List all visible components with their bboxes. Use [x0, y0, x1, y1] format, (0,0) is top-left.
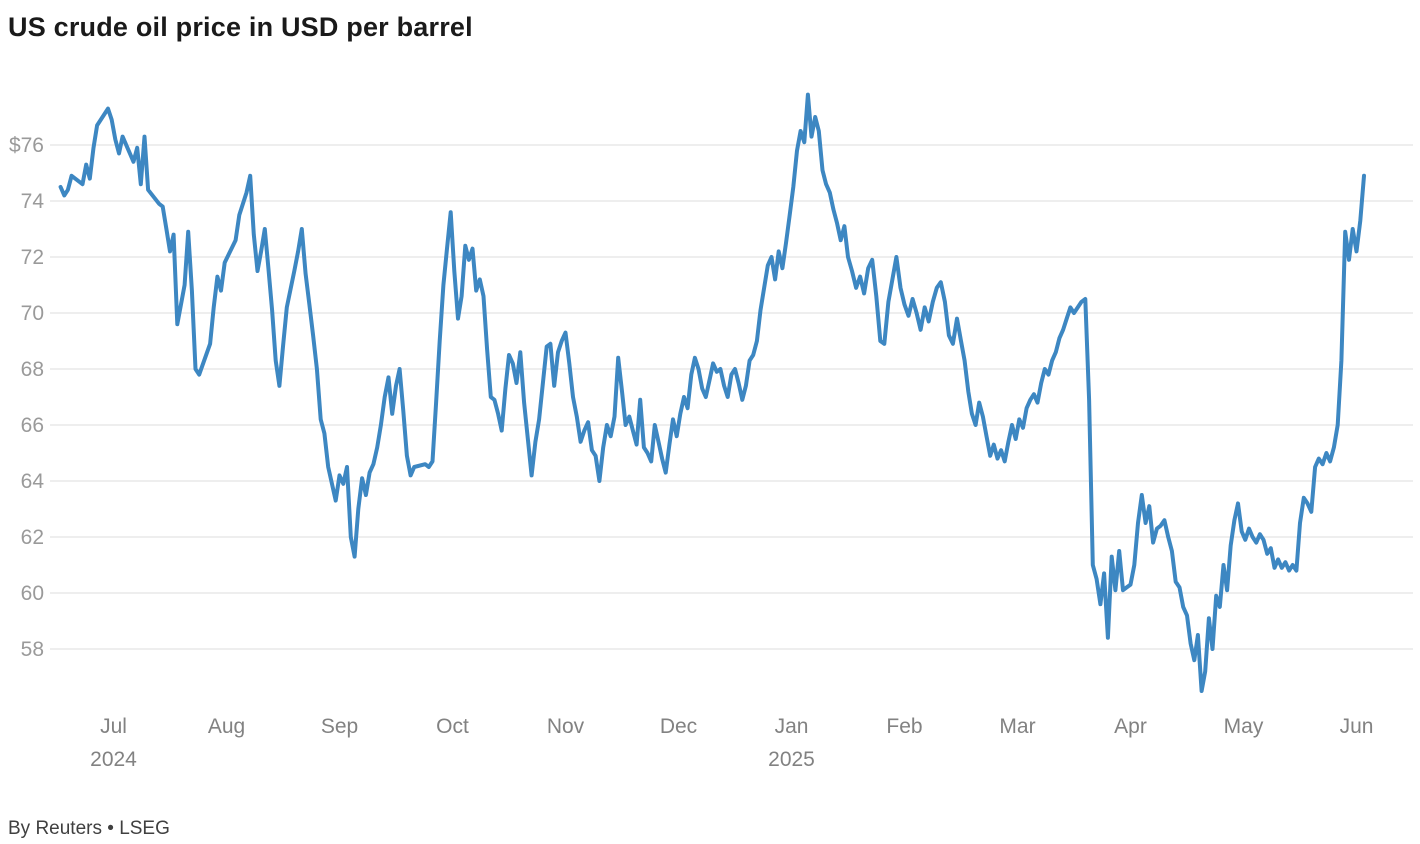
x-month-label: Jun	[1340, 715, 1374, 738]
x-year-label: 2024	[90, 748, 137, 771]
y-tick-label: 70	[21, 302, 44, 325]
x-month-label: Jul	[100, 715, 127, 738]
x-month-label: Oct	[436, 715, 469, 738]
x-month-label: Apr	[1114, 715, 1147, 738]
y-tick-label: 68	[21, 358, 44, 381]
x-month-label: May	[1224, 715, 1264, 738]
y-tick-label: 60	[21, 582, 44, 605]
price-line	[58, 92, 1366, 693]
y-tick-label: 66	[21, 414, 44, 437]
y-tick-label: 58	[21, 638, 44, 661]
x-month-label: Aug	[208, 715, 245, 738]
x-month-label: Nov	[547, 715, 585, 738]
x-month-label: Jan	[775, 715, 809, 738]
chart-title: US crude oil price in USD per barrel	[8, 12, 473, 42]
x-month-label: Feb	[886, 715, 922, 738]
source-attribution: By Reuters • LSEG	[8, 818, 170, 839]
y-tick-label: 64	[21, 470, 45, 493]
y-tick-label: 72	[21, 246, 44, 269]
x-month-label: Sep	[321, 715, 358, 738]
x-month-label: Dec	[660, 715, 697, 738]
y-tick-label: $76	[9, 134, 44, 157]
x-month-label: Mar	[999, 715, 1035, 738]
y-tick-label: 74	[21, 190, 45, 213]
y-tick-label: 62	[21, 526, 44, 549]
x-year-label: 2025	[768, 748, 815, 771]
